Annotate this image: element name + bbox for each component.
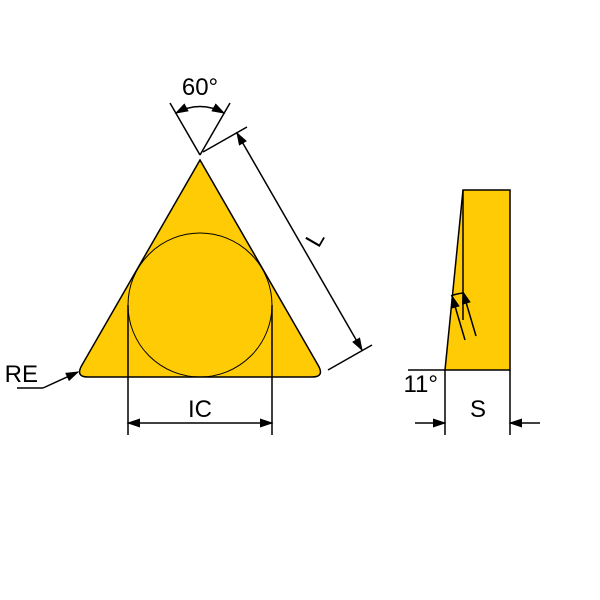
apex-angle-dimension: 60° [170, 74, 230, 155]
technical-diagram: 60° L RE IC 11° S [0, 0, 600, 600]
corner-radius-dimension: RE [5, 361, 78, 388]
thickness-label: S [470, 396, 486, 423]
side-profile [445, 190, 510, 370]
triangle-insert [80, 160, 321, 377]
edge-length-label: L [300, 227, 330, 252]
corner-radius-label: RE [5, 361, 38, 388]
inscribed-circle-label: IC [188, 396, 212, 423]
relief-angle-label: 11° [403, 371, 438, 398]
apex-angle-label: 60° [182, 74, 218, 101]
